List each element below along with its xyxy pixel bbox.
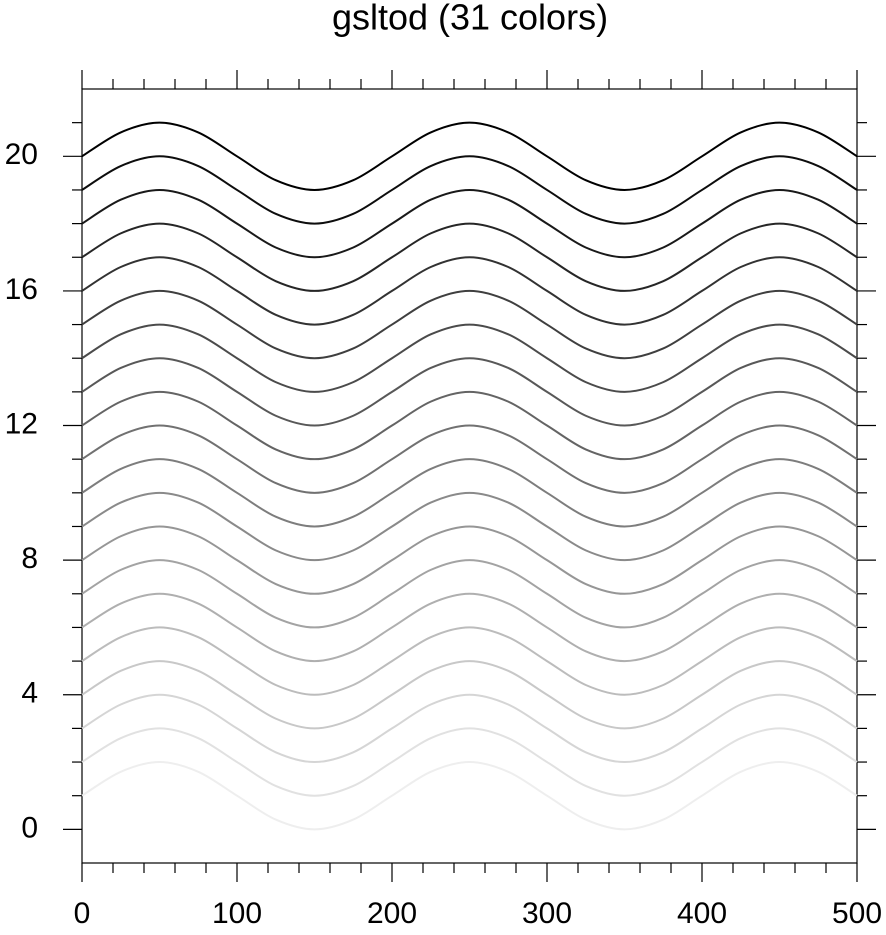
series-line [81,761,858,831]
series-line [81,660,858,730]
x-tick-label: 0 [74,897,91,930]
series-line [81,390,858,461]
chart-title: gsltod (31 colors) [332,0,608,38]
y-tick-label: 4 [21,677,38,710]
series-line [81,727,858,797]
series-line [81,592,858,663]
x-tick-label: 400 [677,897,727,930]
series-line [81,222,858,292]
series-line [81,559,858,629]
series-line [81,323,858,393]
series-line [81,121,858,191]
x-tick-label: 500 [832,897,882,930]
y-tick-label: 0 [21,811,38,844]
plot-frame [81,88,858,864]
series-line [81,357,858,427]
series-line [81,491,858,562]
y-tick-label: 8 [21,542,38,575]
x-tick-label: 200 [367,897,417,930]
series-line [81,693,858,764]
series-line [81,289,858,360]
series-line [81,525,858,595]
y-tick-label: 20 [5,138,38,171]
y-tick-label: 16 [5,273,38,306]
y-tick-label: 12 [5,407,38,440]
x-tick-label: 300 [522,897,572,930]
x-tick-label: 100 [212,897,262,930]
series-line [81,188,858,259]
series-line [81,626,858,696]
series-line [81,155,858,225]
series-line [81,458,858,528]
series-line [81,256,858,326]
series-line [81,424,858,494]
